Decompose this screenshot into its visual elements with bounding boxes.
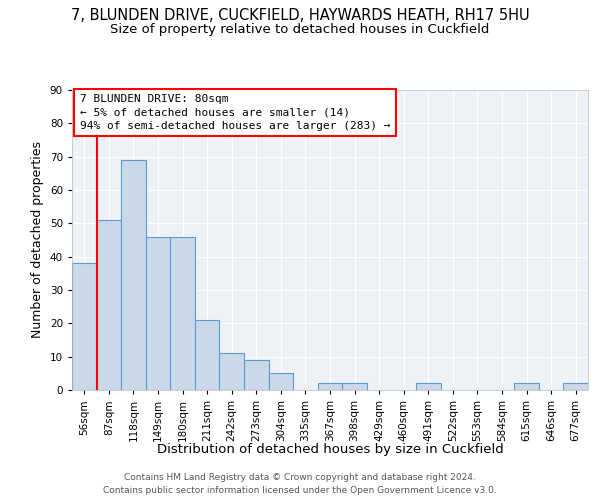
Bar	[97, 220, 121, 390]
Bar	[170, 236, 195, 390]
Bar	[318, 384, 342, 390]
Text: 7 BLUNDEN DRIVE: 80sqm
← 5% of detached houses are smaller (14)
94% of semi-deta: 7 BLUNDEN DRIVE: 80sqm ← 5% of detached …	[80, 94, 390, 131]
Bar	[121, 160, 146, 390]
Text: Distribution of detached houses by size in Cuckfield: Distribution of detached houses by size …	[157, 442, 503, 456]
Text: Contains HM Land Registry data © Crown copyright and database right 2024.
Contai: Contains HM Land Registry data © Crown c…	[103, 474, 497, 495]
Bar	[416, 384, 440, 390]
Bar	[244, 360, 269, 390]
Bar	[72, 264, 97, 390]
Text: Size of property relative to detached houses in Cuckfield: Size of property relative to detached ho…	[110, 22, 490, 36]
Bar	[269, 374, 293, 390]
Bar	[514, 384, 539, 390]
Bar	[342, 384, 367, 390]
Bar	[195, 320, 220, 390]
Bar	[220, 354, 244, 390]
Bar	[146, 236, 170, 390]
Y-axis label: Number of detached properties: Number of detached properties	[31, 142, 44, 338]
Bar	[563, 384, 588, 390]
Text: 7, BLUNDEN DRIVE, CUCKFIELD, HAYWARDS HEATH, RH17 5HU: 7, BLUNDEN DRIVE, CUCKFIELD, HAYWARDS HE…	[71, 8, 529, 22]
